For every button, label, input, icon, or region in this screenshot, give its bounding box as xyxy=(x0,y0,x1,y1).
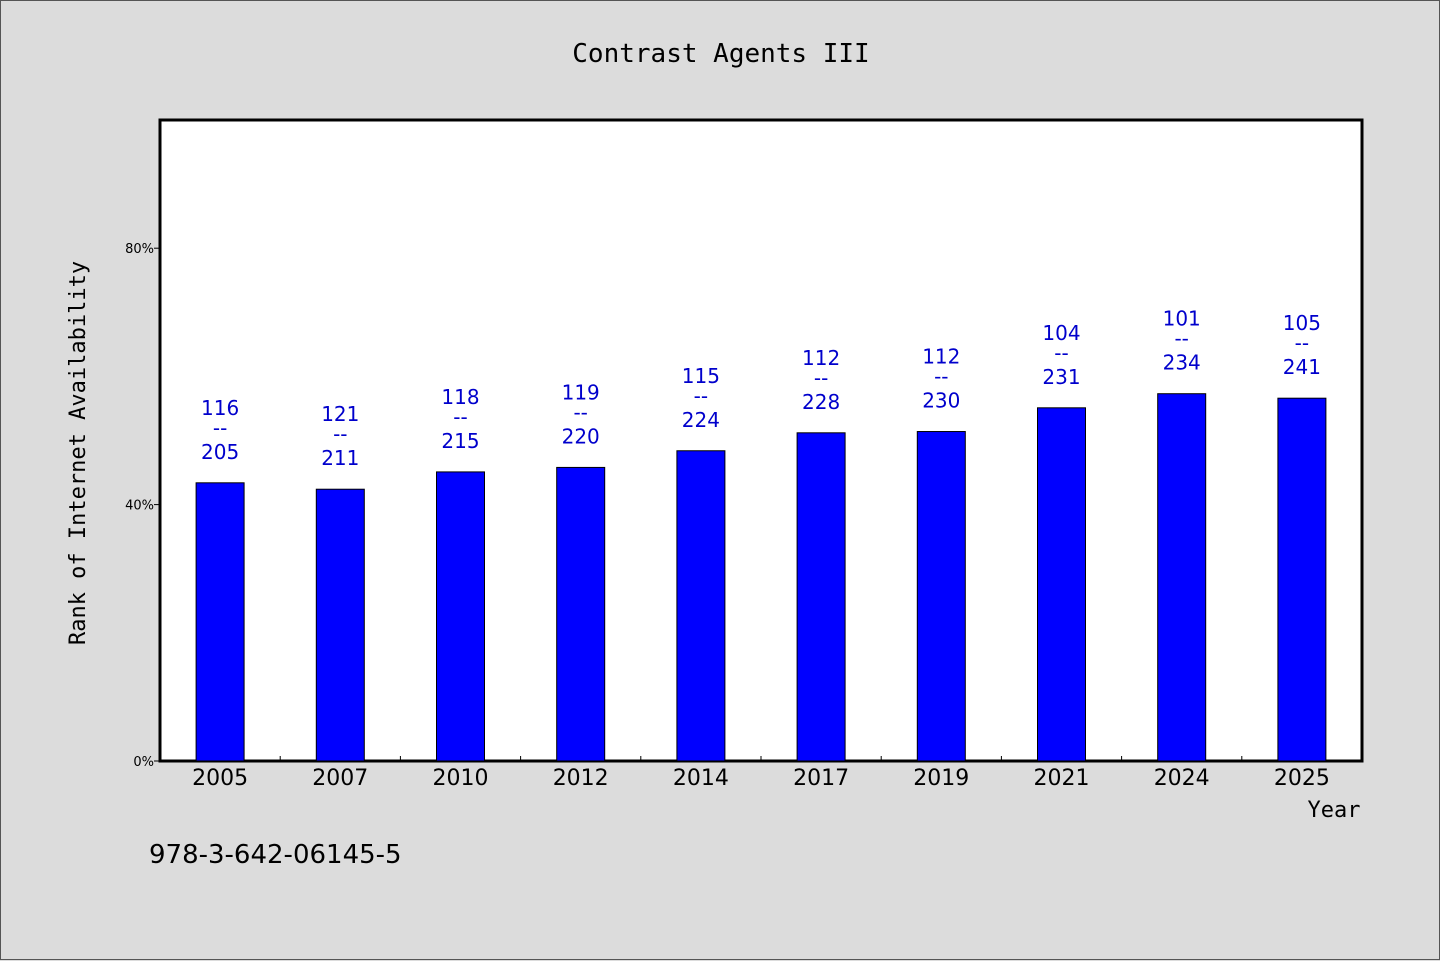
data-label-top: 116 xyxy=(201,396,239,420)
bar-series xyxy=(195,393,1327,762)
data-label-separator: -- xyxy=(333,422,347,446)
data-label-top: 118 xyxy=(441,385,479,409)
x-tick-label: 2010 xyxy=(433,766,489,791)
data-label-top: 121 xyxy=(321,402,359,426)
data-label-top: 112 xyxy=(922,345,960,369)
data-label-separator: -- xyxy=(453,405,467,429)
x-tick-label: 2012 xyxy=(553,766,609,791)
x-tick-label: 2024 xyxy=(1154,766,1210,791)
data-label-bottom: 205 xyxy=(201,440,239,464)
y-tick-label: 0% xyxy=(133,755,154,770)
bar-2024 xyxy=(1157,393,1207,762)
x-tick-label: 2017 xyxy=(793,766,849,791)
data-label-bottom: 234 xyxy=(1163,351,1201,375)
data-label-separator: -- xyxy=(1295,331,1309,355)
data-label-separator: -- xyxy=(814,366,828,390)
data-label-separator: -- xyxy=(573,400,587,424)
bar-2021 xyxy=(1037,407,1086,762)
x-tick-label: 2005 xyxy=(192,766,248,791)
bar-2010 xyxy=(436,471,485,762)
data-label-bottom: 230 xyxy=(922,389,960,413)
data-label-top: 104 xyxy=(1042,321,1080,345)
x-tick-label: 2007 xyxy=(312,766,368,791)
data-label-bottom: 220 xyxy=(562,424,600,448)
x-axis-label: Year xyxy=(1308,798,1361,823)
x-tick-label: 2014 xyxy=(673,766,729,791)
data-label-bottom: 224 xyxy=(682,408,720,432)
x-tick-label: 2025 xyxy=(1274,766,1330,791)
y-tick-label: 80% xyxy=(125,242,154,257)
data-labels: 116--205121--211118--215119--220115--224… xyxy=(201,307,1321,471)
bar-2005 xyxy=(195,482,245,762)
data-label-separator: -- xyxy=(1054,341,1068,365)
data-label-bottom: 215 xyxy=(441,429,479,453)
bar-2014 xyxy=(676,450,726,762)
data-label-separator: -- xyxy=(934,365,948,389)
bar-2017 xyxy=(796,432,846,762)
data-label-bottom: 231 xyxy=(1042,365,1080,389)
y-tick-label: 40% xyxy=(125,499,154,514)
x-tick-label: 2019 xyxy=(913,766,969,791)
data-label-top: 105 xyxy=(1283,311,1321,335)
bar-2025 xyxy=(1277,397,1327,762)
data-label-separator: -- xyxy=(694,384,708,408)
y-axis-label: Rank of Internet Availability xyxy=(66,261,91,645)
data-label-separator: -- xyxy=(1174,327,1188,351)
bar-2007 xyxy=(315,488,365,762)
bar-2019 xyxy=(916,431,966,762)
chart-title: Contrast Agents III xyxy=(572,39,869,69)
x-tick-label: 2021 xyxy=(1034,766,1090,791)
footnote-isbn: 978-3-642-06145-5 xyxy=(149,840,402,870)
data-label-bottom: 241 xyxy=(1283,355,1321,379)
data-label-top: 119 xyxy=(562,380,600,404)
data-label-separator: -- xyxy=(213,416,227,440)
data-label-top: 115 xyxy=(682,364,720,388)
data-label-top: 112 xyxy=(802,346,840,370)
bar-2012 xyxy=(556,466,606,762)
y-axis: 0% 40% 80% xyxy=(125,242,160,770)
x-axis: 2005 2007 2010 2012 2014 2017 2019 2021 2024 2025 xyxy=(192,756,1330,791)
data-label-bottom: 228 xyxy=(802,390,840,414)
data-label-top: 101 xyxy=(1163,307,1201,331)
data-label-bottom: 211 xyxy=(321,446,359,470)
